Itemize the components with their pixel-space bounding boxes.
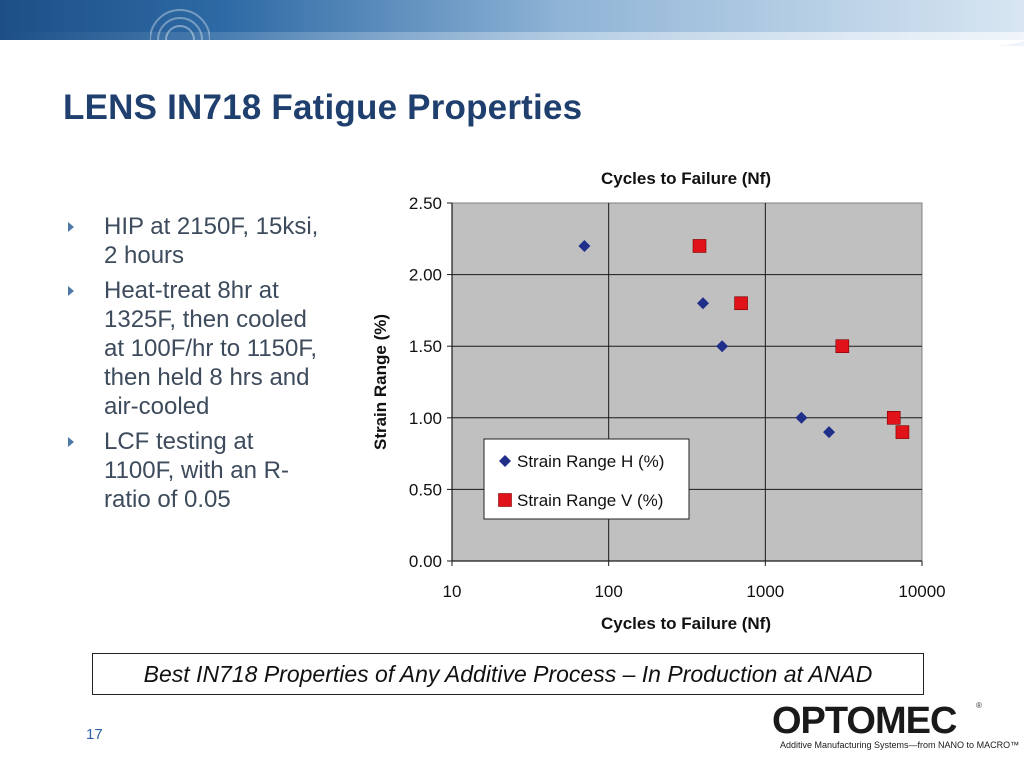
logo-registered-mark: ® [976, 701, 982, 710]
data-point-h [578, 239, 591, 252]
swirl-decoration-icon [150, 9, 210, 40]
data-point-h [823, 426, 836, 439]
legend-box [483, 438, 690, 520]
page-number: 17 [86, 726, 103, 743]
y-axis-label: Strain Range (%) [371, 314, 390, 450]
header-band [0, 0, 1024, 60]
bullet-text: Heat-treat 8hr at 1325F, then cooled at … [104, 277, 318, 420]
y-tick-label: 1.50 [409, 337, 442, 356]
data-point-v [734, 296, 748, 311]
bullet-item: LCF testing at 1100F, with an R-ratio of… [68, 427, 328, 514]
bullet-arrow-icon [68, 286, 74, 296]
logo-wordmark: OPTOMEC [772, 700, 957, 742]
legend-label: Strain Range H (%) [517, 452, 664, 471]
data-point-v [895, 425, 910, 439]
slide-title: LENS IN718 Fatigue Properties [63, 88, 583, 127]
x-tick-label: 10 [443, 582, 462, 601]
y-tick-label: 0.00 [409, 552, 442, 571]
bullet-arrow-icon [68, 222, 74, 232]
bullet-text: LCF testing at 1100F, with an R-ratio of… [104, 428, 289, 513]
legend-marker [498, 493, 512, 507]
bullet-item: Heat-treat 8hr at 1325F, then cooled at … [68, 276, 328, 421]
data-point-h [716, 340, 729, 353]
bullet-arrow-icon [68, 437, 74, 447]
data-point-h [696, 297, 709, 310]
bullet-text: HIP at 2150F, 15ksi, 2 hours [104, 213, 319, 269]
y-tick-label: 2.50 [409, 194, 442, 213]
caption-text: Best IN718 Properties of Any Additive Pr… [143, 660, 873, 687]
x-tick-label: 100 [594, 582, 622, 601]
y-tick-label: 2.00 [409, 266, 442, 285]
data-point-v [692, 239, 707, 253]
chart-title: Cycles to Failure (Nf) [601, 169, 771, 188]
legend-label: Strain Range V (%) [517, 491, 663, 510]
y-tick-label: 1.00 [409, 409, 442, 428]
optomec-logo: OPTOMEC ® Additive Manufacturing Systems… [772, 700, 1019, 756]
bullet-item: HIP at 2150F, 15ksi, 2 hours [68, 212, 328, 270]
legend-marker [499, 455, 511, 467]
caption-box: Best IN718 Properties of Any Additive Pr… [92, 653, 924, 695]
x-tick-label: 10000 [898, 582, 945, 601]
data-point-v [835, 339, 850, 353]
data-point-v [886, 411, 901, 425]
data-point-h [795, 411, 808, 424]
logo-tagline: Additive Manufacturing Systems—from NANO… [780, 740, 1020, 750]
chart-svg: 0.00 0.50 1.00 1.50 2.00 2.50 10 100 1000 10000 Cy… [371, 169, 946, 633]
fatigue-chart: 0.00 0.50 1.00 1.50 2.00 2.50 10 100 1000 10000 Cy… [370, 168, 950, 640]
x-tick-label: 1000 [746, 582, 784, 601]
bullet-list: HIP at 2150F, 15ksi, 2 hours Heat-treat … [68, 212, 328, 520]
x-axis-label: Cycles to Failure (Nf) [601, 614, 771, 633]
y-tick-label: 0.50 [409, 480, 442, 499]
